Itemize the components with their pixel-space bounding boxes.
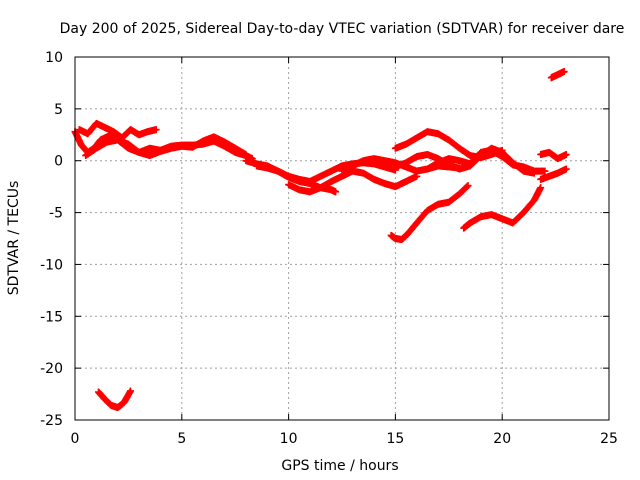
data-point <box>537 184 545 192</box>
x-axis: 0 5 10 15 20 25 <box>71 57 618 447</box>
x-axis-label: GPS time / hours <box>281 458 398 474</box>
data-point <box>463 182 471 190</box>
x-tick-label: 5 <box>177 431 186 447</box>
y-tick-label: 10 <box>45 50 63 66</box>
grid-lines <box>75 57 609 420</box>
series-arc-12 <box>387 182 472 244</box>
y-tick-label: -5 <box>49 206 63 222</box>
data-point <box>562 165 570 173</box>
series-arc-11 <box>423 146 549 175</box>
x-tick-label: 10 <box>280 431 298 447</box>
series-arc-15 <box>537 148 570 163</box>
y-tick-label: -15 <box>40 309 63 325</box>
y-tick-label: -25 <box>40 413 63 429</box>
y-tick-label: -20 <box>40 361 63 377</box>
x-tick-label: 25 <box>600 431 618 447</box>
y-tick-label: 5 <box>54 102 63 118</box>
data-point <box>464 182 472 190</box>
data-points <box>71 68 570 412</box>
chart-title: Day 200 of 2025, Sidereal Day-to-day VTE… <box>60 21 625 37</box>
series-arc-4 <box>146 137 256 163</box>
series-arc-17 <box>94 387 135 412</box>
data-point <box>560 68 568 76</box>
y-axis: -25 -20 -15 -10 -5 0 5 10 <box>40 50 609 429</box>
data-point <box>332 188 340 196</box>
y-tick-label: -10 <box>40 257 63 273</box>
data-point <box>562 150 570 158</box>
series-arc-13 <box>460 184 545 232</box>
series-arc-16 <box>547 68 568 82</box>
x-tick-label: 15 <box>386 431 404 447</box>
y-tick-label: 0 <box>54 154 63 170</box>
plot-frame <box>74 56 610 421</box>
data-point <box>127 387 135 395</box>
data-point <box>152 126 160 134</box>
data-point <box>541 167 549 175</box>
x-tick-label: 20 <box>493 431 511 447</box>
x-tick-label: 0 <box>71 431 80 447</box>
y-axis-label: SDTVAR / TECUs <box>6 181 22 296</box>
series-arc-14 <box>537 165 570 183</box>
series-arc-7 <box>285 167 421 196</box>
